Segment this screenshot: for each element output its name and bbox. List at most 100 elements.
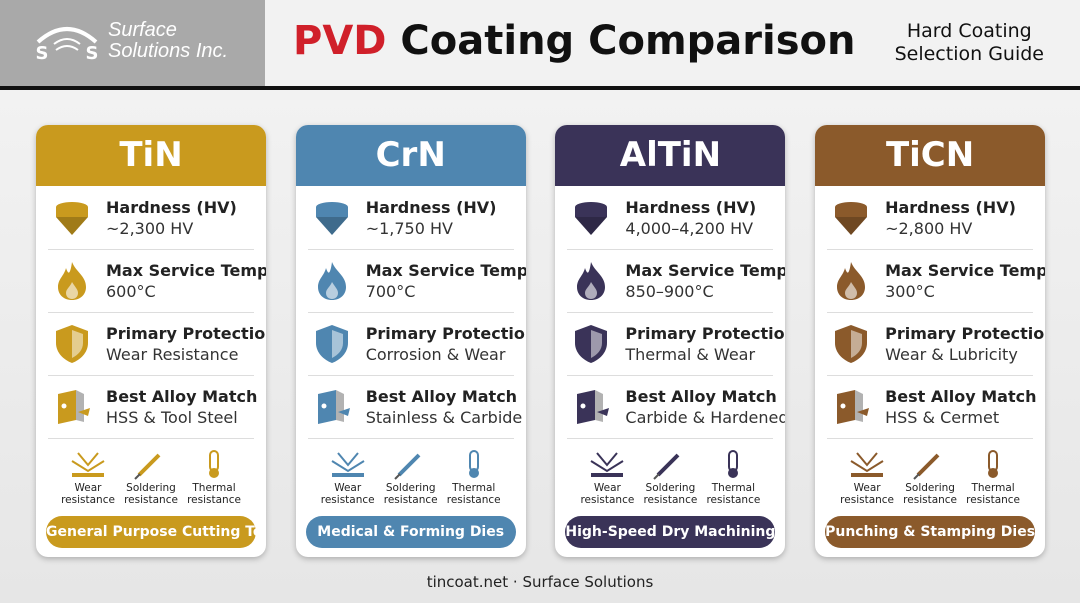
logo-line: Surface <box>108 19 177 41</box>
row-icon <box>312 386 352 428</box>
row-label: Max Service Temp. <box>106 261 266 280</box>
divider <box>567 375 774 376</box>
feature-line: Thermal <box>192 482 236 494</box>
divider <box>48 375 254 376</box>
row-value: 4,000–4,200 HV <box>625 219 754 238</box>
row-label: Hardness (HV) <box>106 198 237 217</box>
row-icon <box>52 323 92 365</box>
row-icon <box>52 260 92 302</box>
row-label: Hardness (HV) <box>625 198 757 217</box>
row-value: ~2,800 HV <box>885 219 973 238</box>
card: TiCN Hardness (HV) ~2,800 HV Max Service Te… <box>815 125 1046 557</box>
feature-line: resistance <box>706 494 761 506</box>
feature-text: Wear resistance <box>313 482 383 506</box>
feature-text: Soldering resistance <box>116 482 186 506</box>
wear-v <box>336 452 359 467</box>
row-label: Best Alloy Match <box>625 387 777 406</box>
feature-icon <box>587 449 627 481</box>
feature-icon <box>454 449 494 481</box>
block-hole <box>580 403 586 409</box>
cone-shade <box>575 217 608 235</box>
row-label: Hardness (HV) <box>365 198 497 217</box>
block-side <box>595 390 604 422</box>
row-label: Primary Protection <box>885 324 1046 343</box>
title-rest: Coating Comparison <box>400 18 856 64</box>
icon <box>728 450 739 478</box>
feature-line: resistance <box>643 494 698 506</box>
divider <box>827 438 1034 439</box>
wear-v <box>331 460 365 473</box>
icon <box>988 450 999 478</box>
divider <box>827 375 1034 376</box>
cone-shade <box>315 217 348 235</box>
header-rule <box>0 86 1080 90</box>
feature-line: Soldering <box>905 482 955 494</box>
wear-base <box>72 473 104 477</box>
wear-base <box>331 473 364 477</box>
row-value: 850–900°C <box>625 282 714 301</box>
flame <box>837 262 866 300</box>
subtitle: Hard Coating Selection Guide <box>895 20 1044 66</box>
feature-icon <box>68 449 108 481</box>
block <box>58 390 76 424</box>
logo-swoosh <box>53 38 81 51</box>
icon <box>653 453 680 480</box>
row-icon <box>52 197 92 239</box>
icon <box>575 202 608 235</box>
divider <box>567 249 774 250</box>
feature-line: Wear <box>74 482 102 494</box>
feature-line: Thermal <box>452 482 496 494</box>
row-label: Max Service Temp. <box>365 261 526 280</box>
row-icon <box>571 260 611 302</box>
header: PVD Coating Comparison Hard Coating Sele… <box>265 0 1080 88</box>
card: TiN Hardness (HV) ~2,300 HV Max Service Tem… <box>36 125 266 557</box>
icon <box>58 262 86 300</box>
thermo-bulb <box>728 468 739 478</box>
feature-text: Wear resistance <box>572 482 642 506</box>
icon <box>835 325 868 363</box>
feature-text: Wear resistance <box>53 482 123 506</box>
icon <box>209 450 219 478</box>
logo-panel: S S Surface Solutions Inc. <box>0 0 265 88</box>
gauge <box>78 408 90 416</box>
row-label: Max Service Temp. <box>885 261 1046 280</box>
block <box>577 390 596 424</box>
use-tag: High-Speed Dry Machining <box>565 516 775 548</box>
feature-text: Thermal resistance <box>698 482 768 506</box>
icon <box>590 452 624 477</box>
subtitle-line: Selection Guide <box>894 43 1044 65</box>
wear-v <box>596 452 619 467</box>
feature-text: Thermal resistance <box>439 482 509 506</box>
feature-line: Thermal <box>711 482 756 494</box>
block-side <box>76 390 84 422</box>
shield-shine <box>851 330 863 358</box>
logo-mark: S S <box>36 27 98 64</box>
divider <box>567 312 774 313</box>
iron-tip <box>393 473 401 480</box>
block-hole <box>61 403 67 409</box>
flame-core <box>845 282 858 299</box>
card: CrN Hardness (HV) ~1,750 HV Max Service Tem… <box>295 125 526 557</box>
feature-icon <box>131 449 171 481</box>
feature-line: Wear <box>853 482 881 494</box>
use-tag: Medical & Forming Dies <box>305 516 516 548</box>
row-value: HSS & Cermet <box>885 408 1000 427</box>
icon <box>56 202 88 235</box>
feature-line: Wear <box>334 482 362 494</box>
card: AlTiN Hardness (HV) 4,000–4,200 HV Max Serv… <box>555 125 786 557</box>
row-value: 600°C <box>106 282 156 301</box>
gauge <box>337 408 350 416</box>
row-value: Thermal & Wear <box>625 345 756 364</box>
row-value: Wear & Lubricity <box>885 345 1018 364</box>
card-title: CrN <box>295 125 526 186</box>
card-title: TiCN <box>815 125 1046 186</box>
row-value: HSS & Tool Steel <box>106 408 238 427</box>
feature-line: Soldering <box>645 482 696 494</box>
feature-line: Soldering <box>126 482 176 494</box>
feature-line: resistance <box>383 494 438 506</box>
feature-text: Soldering resistance <box>376 482 446 506</box>
block-hole <box>840 403 846 409</box>
icon <box>837 390 870 424</box>
wear-v <box>856 452 878 467</box>
